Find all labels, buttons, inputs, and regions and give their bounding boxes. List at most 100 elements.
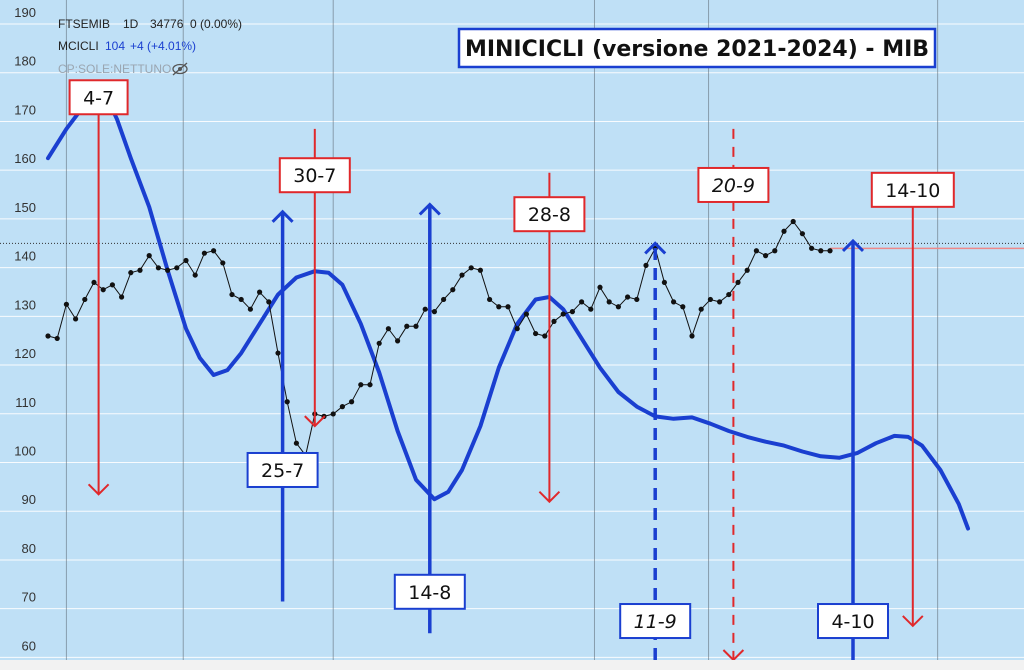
y-tick-label: 100 bbox=[14, 443, 36, 458]
price-point bbox=[73, 316, 79, 322]
cycle-indicator-line bbox=[46, 95, 970, 531]
price-point bbox=[45, 333, 51, 339]
price-point bbox=[772, 248, 778, 254]
price-point bbox=[100, 287, 106, 293]
price-point bbox=[661, 279, 668, 286]
price-point bbox=[717, 299, 723, 305]
y-tick-label: 130 bbox=[14, 297, 36, 312]
price-point bbox=[827, 248, 833, 254]
price-point bbox=[257, 289, 263, 295]
series-layer bbox=[45, 95, 1024, 531]
legend-indicator-value: 104 bbox=[105, 39, 125, 53]
price-point bbox=[174, 265, 180, 271]
price-point bbox=[404, 323, 410, 329]
price-point bbox=[615, 304, 622, 310]
price-point bbox=[606, 299, 612, 305]
price-point bbox=[275, 350, 281, 356]
marker-arrow-head bbox=[644, 241, 667, 255]
price-point bbox=[201, 250, 207, 256]
marker-label-box bbox=[393, 573, 466, 610]
legend-interval: 1D bbox=[123, 17, 139, 31]
price-point bbox=[671, 299, 677, 305]
price-point bbox=[560, 311, 566, 317]
marker-label: 28-8 bbox=[528, 204, 571, 226]
price-point bbox=[579, 299, 585, 305]
price-point bbox=[229, 291, 235, 298]
price-point bbox=[809, 245, 815, 251]
cycle-markers: 4-7 30-7 28-8 20-9 14-10 25-7 14-8 11-9 4-10 bbox=[68, 79, 955, 662]
price-point bbox=[763, 253, 769, 259]
price-point bbox=[109, 282, 115, 288]
price-point bbox=[376, 340, 382, 346]
price-point bbox=[63, 301, 69, 307]
chart-title-box: MINICICLI (versione 2021-2024) - MIB bbox=[457, 27, 937, 69]
price-point bbox=[790, 218, 796, 225]
marker-label: 20-9 bbox=[712, 175, 755, 197]
bottom-border-strip bbox=[0, 660, 1024, 670]
price-point bbox=[551, 318, 557, 324]
price-point bbox=[385, 326, 391, 332]
legend-symbol: FTSEMIB bbox=[58, 17, 110, 31]
price-point bbox=[459, 272, 465, 278]
y-axis: 60 70 80 90 100 110 120 130 140 150 160 170 180 190 bbox=[14, 5, 36, 653]
price-point bbox=[643, 262, 649, 268]
price-point bbox=[284, 399, 290, 405]
y-tick-label: 150 bbox=[14, 200, 36, 215]
price-point bbox=[533, 330, 539, 337]
y-tick-label: 170 bbox=[14, 102, 36, 117]
marker-arrow-head bbox=[304, 415, 326, 428]
marker-arrow-head bbox=[418, 202, 441, 216]
price-point bbox=[680, 304, 686, 310]
price-point bbox=[799, 231, 806, 237]
y-tick-label: 80 bbox=[22, 541, 36, 556]
price-point bbox=[634, 296, 640, 303]
price-point bbox=[487, 296, 493, 303]
price-point bbox=[91, 279, 97, 286]
price-point bbox=[707, 296, 714, 303]
price-point bbox=[54, 335, 60, 342]
legend-change: 0 (0.00%) bbox=[190, 17, 242, 31]
price-point bbox=[569, 309, 576, 315]
cycle-marker: 25-7 bbox=[246, 209, 319, 602]
y-tick-label: 190 bbox=[14, 5, 36, 20]
legend-indicator-change: +4 (+4.01%) bbox=[130, 39, 196, 53]
y-tick-label: 110 bbox=[15, 395, 36, 410]
price-point bbox=[818, 248, 824, 254]
price-point bbox=[220, 260, 226, 266]
price-point bbox=[422, 306, 428, 312]
eye-hidden-icon[interactable] bbox=[172, 62, 188, 76]
price-point bbox=[597, 284, 603, 290]
cycle-marker: 11-9 bbox=[619, 241, 692, 660]
price-point bbox=[192, 272, 198, 278]
price-point bbox=[441, 296, 447, 303]
price-point bbox=[211, 248, 217, 254]
price-point bbox=[542, 333, 548, 339]
price-point bbox=[496, 304, 502, 310]
price-point bbox=[266, 299, 272, 305]
marker-label-box bbox=[697, 166, 770, 203]
marker-label-box bbox=[246, 451, 319, 488]
cycle-marker: 14-8 bbox=[393, 202, 466, 634]
price-point bbox=[330, 411, 336, 417]
marker-arrow-head bbox=[538, 490, 561, 504]
y-tick-label: 180 bbox=[14, 54, 36, 69]
cycle-marker: 28-8 bbox=[513, 172, 586, 504]
cycle-marker: 20-9 bbox=[697, 128, 770, 662]
marker-label: 4-7 bbox=[83, 87, 114, 109]
price-point bbox=[349, 399, 355, 405]
price-point bbox=[413, 323, 419, 329]
gridlines bbox=[0, 23, 1024, 658]
price-point bbox=[146, 253, 152, 259]
price-point bbox=[523, 311, 530, 317]
price-point bbox=[165, 267, 171, 273]
marker-label: 14-8 bbox=[408, 582, 451, 604]
marker-label: 25-7 bbox=[261, 460, 304, 482]
price-point bbox=[468, 265, 474, 271]
legend-overlay-label: CP:SOLE:NETTUNO bbox=[58, 62, 171, 76]
legend-indicator: MCICLI bbox=[58, 39, 99, 53]
chart-title: MINICICLI (versione 2021-2024) - MIB bbox=[465, 37, 929, 62]
price-point bbox=[293, 440, 299, 446]
